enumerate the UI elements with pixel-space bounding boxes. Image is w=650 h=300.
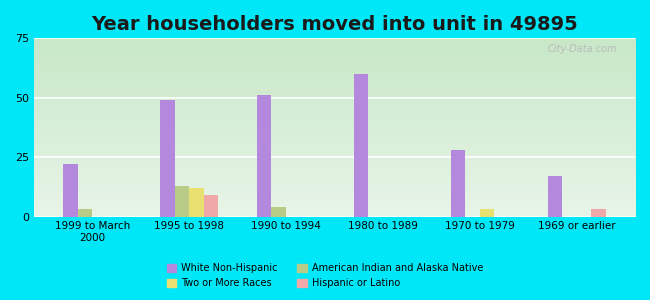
Bar	[548, 176, 562, 217]
Bar	[592, 209, 606, 217]
Bar	[77, 209, 92, 217]
Legend: White Non-Hispanic, Two or More Races, American Indian and Alaska Native, Hispan: White Non-Hispanic, Two or More Races, A…	[163, 260, 487, 292]
Bar	[257, 95, 272, 217]
Text: City-Data.com: City-Data.com	[547, 44, 617, 54]
Bar	[63, 164, 77, 217]
Bar	[175, 186, 189, 217]
Title: Year householders moved into unit in 49895: Year householders moved into unit in 498…	[91, 15, 578, 34]
Bar	[203, 195, 218, 217]
Bar	[189, 188, 203, 217]
Bar	[272, 207, 286, 217]
Bar	[480, 209, 495, 217]
Bar	[160, 100, 175, 217]
Bar	[451, 150, 465, 217]
Bar	[354, 74, 369, 217]
